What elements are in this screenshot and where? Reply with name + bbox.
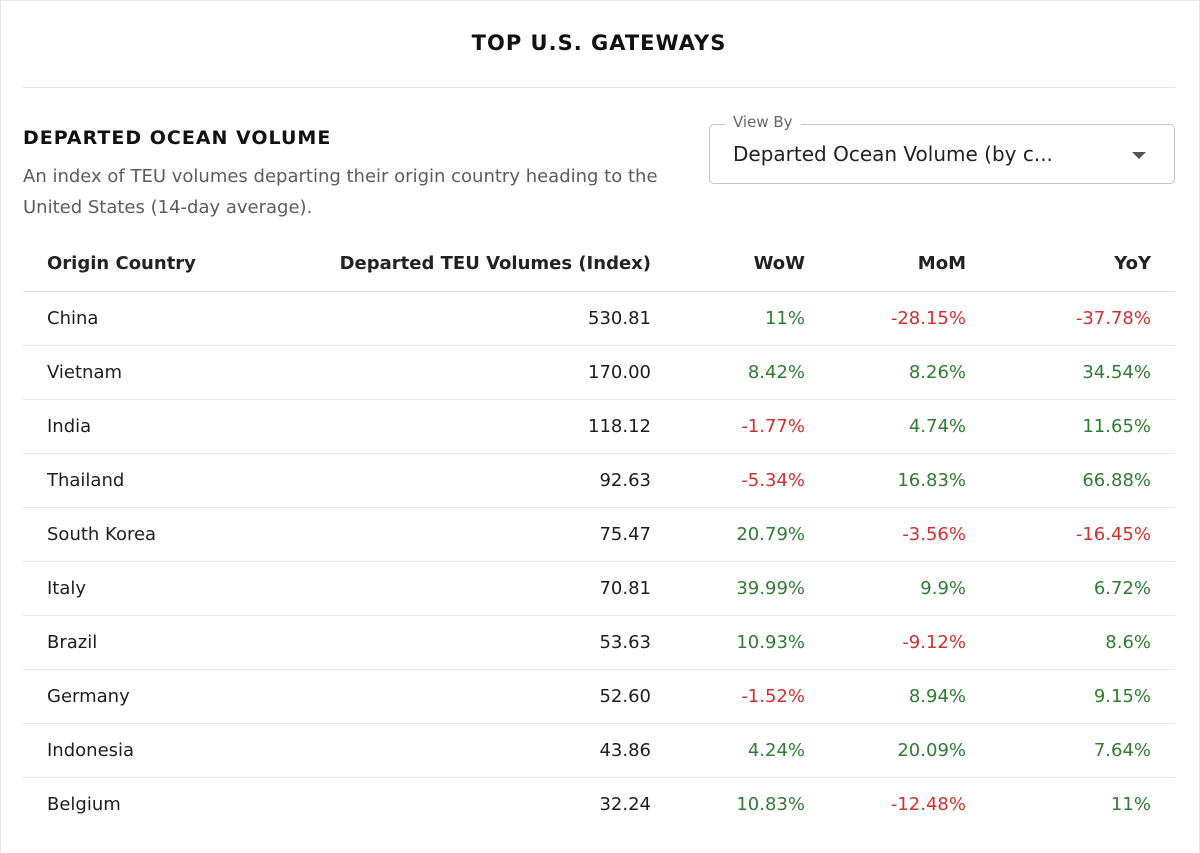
- section-description: An index of TEU volumes departing their …: [23, 166, 658, 218]
- cell-wow: 4.24%: [675, 723, 829, 778]
- cell-wow: -5.34%: [675, 453, 829, 508]
- cell-yoy: 34.54%: [990, 345, 1175, 400]
- cell-volume: 170.00: [313, 345, 675, 400]
- cell-mom: -28.15%: [829, 291, 990, 346]
- cell-wow: 8.42%: [675, 345, 829, 400]
- page-title: TOP U.S. GATEWAYS: [471, 31, 727, 55]
- table-row: Italy 70.81 39.99% 9.9% 6.72%: [23, 561, 1175, 616]
- cell-yoy: 8.6%: [990, 615, 1175, 670]
- cell-country: Vietnam: [23, 345, 313, 400]
- cell-wow: 10.93%: [675, 615, 829, 670]
- cell-wow: 10.83%: [736, 793, 805, 815]
- cell-yoy: 11.65%: [990, 399, 1175, 454]
- cell-mom: 8.26%: [829, 345, 990, 400]
- cell-yoy: 11%: [1110, 793, 1151, 815]
- cell-volume: 530.81: [313, 291, 675, 346]
- cell-yoy: 66.88%: [990, 453, 1175, 508]
- cell-volume: 92.63: [313, 453, 675, 508]
- cell-country: Indonesia: [23, 723, 313, 778]
- table-row: Brazil 53.63 10.93% -9.12% 8.6%: [23, 615, 1175, 670]
- column-header-origin-country[interactable]: Origin Country: [23, 237, 313, 292]
- cell-wow: -1.77%: [675, 399, 829, 454]
- cell-mom: 4.74%: [829, 399, 990, 454]
- cell-yoy: -16.45%: [990, 507, 1175, 562]
- cell-volume: 32.24: [599, 793, 651, 815]
- table-row: Indonesia 43.86 4.24% 20.09% 7.64%: [23, 723, 1175, 778]
- cell-yoy: 7.64%: [990, 723, 1175, 778]
- cell-mom: -9.12%: [829, 615, 990, 670]
- column-header-departed-teu-volumes[interactable]: Departed TEU Volumes (Index): [313, 237, 675, 292]
- cell-mom: 20.09%: [829, 723, 990, 778]
- column-header-mom[interactable]: MoM: [829, 237, 990, 292]
- cell-mom: -12.48%: [890, 793, 966, 815]
- table-header-row: Origin Country Departed TEU Volumes (Ind…: [23, 237, 1175, 292]
- cell-country: India: [23, 399, 313, 454]
- cell-mom: -3.56%: [829, 507, 990, 562]
- cell-wow: 39.99%: [675, 561, 829, 616]
- cell-volume: 52.60: [313, 669, 675, 724]
- view-by-selected-value: Departed Ocean Volume (by c...: [733, 142, 1053, 166]
- cell-wow: -1.52%: [675, 669, 829, 724]
- cell-country: Germany: [23, 669, 313, 724]
- cell-country: Thailand: [23, 453, 313, 508]
- table-body: China 530.81 11% -28.15% -37.78% Vietnam…: [23, 291, 1175, 831]
- cell-mom: 16.83%: [829, 453, 990, 508]
- cell-volume: 53.63: [313, 615, 675, 670]
- title-divider: [23, 87, 1175, 88]
- cell-country: Italy: [23, 561, 313, 616]
- table-row: Germany 52.60 -1.52% 8.94% 9.15%: [23, 669, 1175, 724]
- view-by-label: View By: [725, 113, 801, 131]
- cell-volume: 118.12: [313, 399, 675, 454]
- cell-volume: 43.86: [313, 723, 675, 778]
- cell-wow: 11%: [675, 291, 829, 346]
- cell-mom: 8.94%: [829, 669, 990, 724]
- cell-volume: 75.47: [313, 507, 675, 562]
- table-row: Vietnam 170.00 8.42% 8.26% 34.54%: [23, 345, 1175, 400]
- table-row: South Korea 75.47 20.79% -3.56% -16.45%: [23, 507, 1175, 562]
- table-row: China 530.81 11% -28.15% -37.78%: [23, 291, 1175, 346]
- section-heading: DEPARTED OCEAN VOLUME: [23, 127, 332, 149]
- table-row: India 118.12 -1.77% 4.74% 11.65%: [23, 399, 1175, 454]
- view-by-select[interactable]: View By Departed Ocean Volume (by c...: [709, 113, 1175, 184]
- cell-country: South Korea: [23, 507, 313, 562]
- column-header-wow[interactable]: WoW: [675, 237, 829, 292]
- cell-mom: 9.9%: [829, 561, 990, 616]
- cell-country: Brazil: [23, 615, 313, 670]
- gateways-table: Origin Country Departed TEU Volumes (Ind…: [23, 237, 1175, 831]
- table-row: Thailand 92.63 -5.34% 16.83% 66.88%: [23, 453, 1175, 508]
- cell-yoy: -37.78%: [990, 291, 1175, 346]
- cell-country: Belgium: [47, 793, 121, 815]
- cell-volume: 70.81: [313, 561, 675, 616]
- column-header-yoy[interactable]: YoY: [990, 237, 1175, 292]
- cell-country: China: [23, 291, 313, 346]
- caret-down-icon[interactable]: [1132, 152, 1146, 159]
- cell-wow: 20.79%: [675, 507, 829, 562]
- table-row: Belgium 32.24 10.83% -12.48% 11%: [23, 777, 1175, 831]
- cell-yoy: 6.72%: [990, 561, 1175, 616]
- cell-yoy: 9.15%: [990, 669, 1175, 724]
